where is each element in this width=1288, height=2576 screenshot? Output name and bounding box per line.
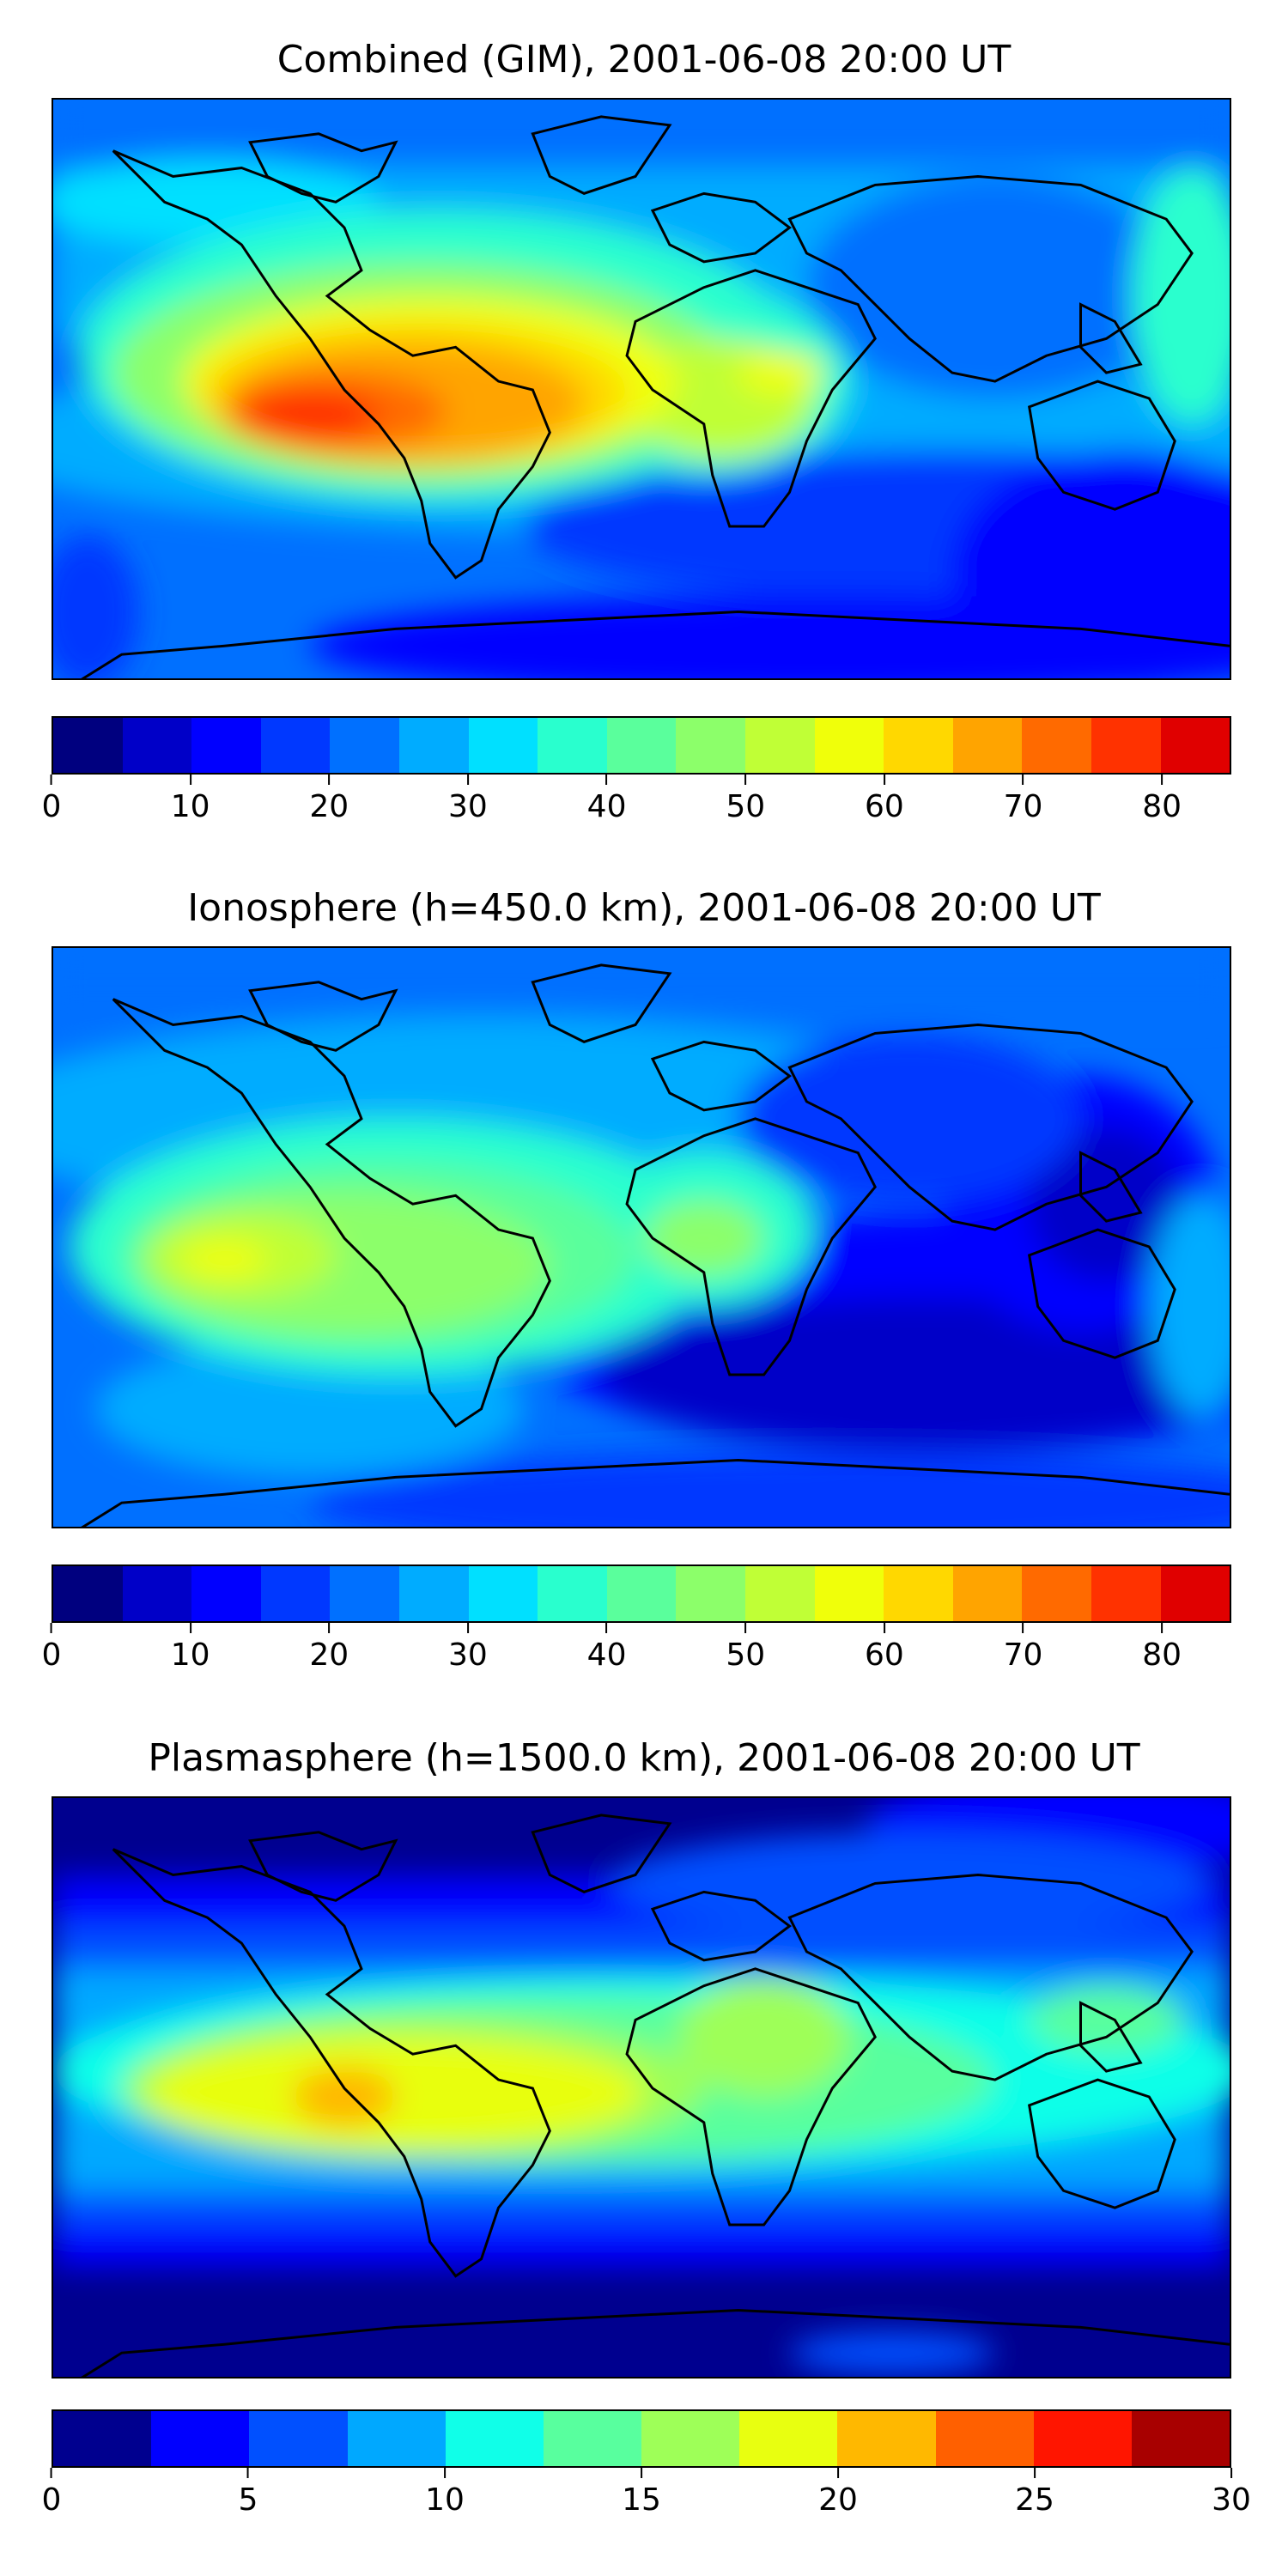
colorbar-segment (1033, 2411, 1132, 2466)
colorbar-tick-label: 0 (42, 2468, 62, 2516)
colorbar-segment (468, 1566, 538, 1621)
colorbar-tick-label: 0 (42, 775, 62, 823)
colorbar (52, 1564, 1231, 1623)
colorbar-tick-label: 10 (171, 775, 210, 823)
panel-ionosphere: Ionosphere (h=450.0 km), 2001-06-08 20:0… (0, 0, 1288, 1726)
colorbar-segment (1022, 1566, 1091, 1621)
coastlines (81, 115, 1230, 678)
colorbar-segment (53, 718, 123, 773)
colorbar-tick-label: 25 (1015, 2468, 1054, 2516)
colorbar-segment (884, 1566, 953, 1621)
colorbar-segment (543, 2411, 642, 2466)
tec-map (52, 98, 1231, 680)
colorbar-segment (1091, 718, 1161, 773)
colorbar-tick-label: 50 (726, 1623, 765, 1671)
colorbar-segment (122, 718, 192, 773)
colorbar-segment (445, 2411, 544, 2466)
colorbar-segment (468, 718, 538, 773)
colorbar-segment (538, 1566, 607, 1621)
colorbar-tick-label: 20 (309, 1623, 349, 1671)
colorbar-segment (814, 1566, 884, 1621)
colorbar-segment (884, 718, 953, 773)
colorbar-ticks: 0 5 10 15 20 25 30 (42, 2468, 1251, 2519)
map-title: Ionosphere (h=450.0 km), 2001-06-08 20:0… (187, 886, 1101, 930)
colorbar-tick-label: 5 (239, 2468, 258, 2516)
colorbar-segment (739, 2411, 838, 2466)
colorbar-tick-label: 30 (448, 775, 488, 823)
tec-contour-field (53, 100, 1230, 678)
colorbar-segment (935, 2411, 1034, 2466)
colorbar-segment (676, 1566, 745, 1621)
colorbar-segment (53, 2411, 152, 2466)
colorbar-segment (347, 2411, 446, 2466)
coastlines (81, 1814, 1230, 2377)
colorbar-segment (1160, 718, 1230, 773)
colorbar-segment (744, 718, 815, 773)
colorbar-segment (606, 718, 677, 773)
colorbar-segment (191, 1566, 261, 1621)
colorbar-segment (398, 718, 469, 773)
colorbar-ticks: 0 10 20 30 40 50 60 70 80 (42, 1623, 1231, 1674)
colorbar-tick-label: 80 (1142, 775, 1182, 823)
colorbar-segment (1131, 2411, 1230, 2466)
colorbar-tick-label: 80 (1142, 1623, 1182, 1671)
colorbar-segment (122, 1566, 192, 1621)
colorbar-tick-label: 50 (726, 775, 765, 823)
colorbar-segment (260, 718, 331, 773)
colorbar-segment (330, 1566, 399, 1621)
colorbar-segment (641, 2411, 740, 2466)
map-title: Combined (GIM), 2001-06-08 20:00 UT (276, 38, 1012, 82)
colorbar-tick-label: 20 (818, 2468, 858, 2516)
colorbar-tick-label: 10 (425, 2468, 465, 2516)
tec-contour-field (53, 1798, 1230, 2377)
tec-contour-field (53, 948, 1230, 1527)
colorbar-segment (1022, 718, 1091, 773)
tec-map (52, 946, 1231, 1528)
colorbar-segment (1160, 1566, 1230, 1621)
colorbar-segment (952, 718, 1023, 773)
colorbar-tick-label: 15 (622, 2468, 661, 2516)
colorbar (52, 2409, 1231, 2468)
colorbar-segment (151, 2411, 250, 2466)
colorbar (52, 716, 1231, 775)
colorbar-segment (606, 1566, 677, 1621)
coastlines (81, 963, 1230, 1527)
colorbar-segment (191, 718, 261, 773)
colorbar-tick-label: 20 (309, 775, 349, 823)
colorbar-tick-label: 40 (587, 775, 627, 823)
colorbar-segment (952, 1566, 1023, 1621)
colorbar-segment (249, 2411, 348, 2466)
colorbar-tick-label: 70 (1004, 1623, 1043, 1671)
colorbar-tick-label: 60 (865, 1623, 904, 1671)
colorbar-tick-label: 40 (587, 1623, 627, 1671)
colorbar-ticks: 0 10 20 30 40 50 60 70 80 (42, 775, 1231, 826)
colorbar-segment (676, 718, 745, 773)
colorbar-segment (814, 718, 884, 773)
colorbar-segment (53, 1566, 123, 1621)
colorbar-tick-label: 30 (448, 1623, 488, 1671)
colorbar-tick-label: 0 (42, 1623, 62, 1671)
colorbar-segment (260, 1566, 331, 1621)
colorbar-segment (1091, 1566, 1161, 1621)
colorbar-tick-label: 60 (865, 775, 904, 823)
colorbar-tick-label: 10 (171, 1623, 210, 1671)
colorbar-segment (837, 2411, 936, 2466)
colorbar-tick-label: 30 (1212, 2468, 1251, 2516)
colorbar-segment (330, 718, 399, 773)
map-title: Plasmasphere (h=1500.0 km), 2001-06-08 2… (148, 1736, 1140, 1780)
colorbar-segment (398, 1566, 469, 1621)
tec-map (52, 1796, 1231, 2379)
colorbar-segment (744, 1566, 815, 1621)
colorbar-tick-label: 70 (1004, 775, 1043, 823)
colorbar-segment (538, 718, 607, 773)
panel-combined: Combined (GIM), 2001-06-08 20:00 UT (0, 0, 1288, 876)
